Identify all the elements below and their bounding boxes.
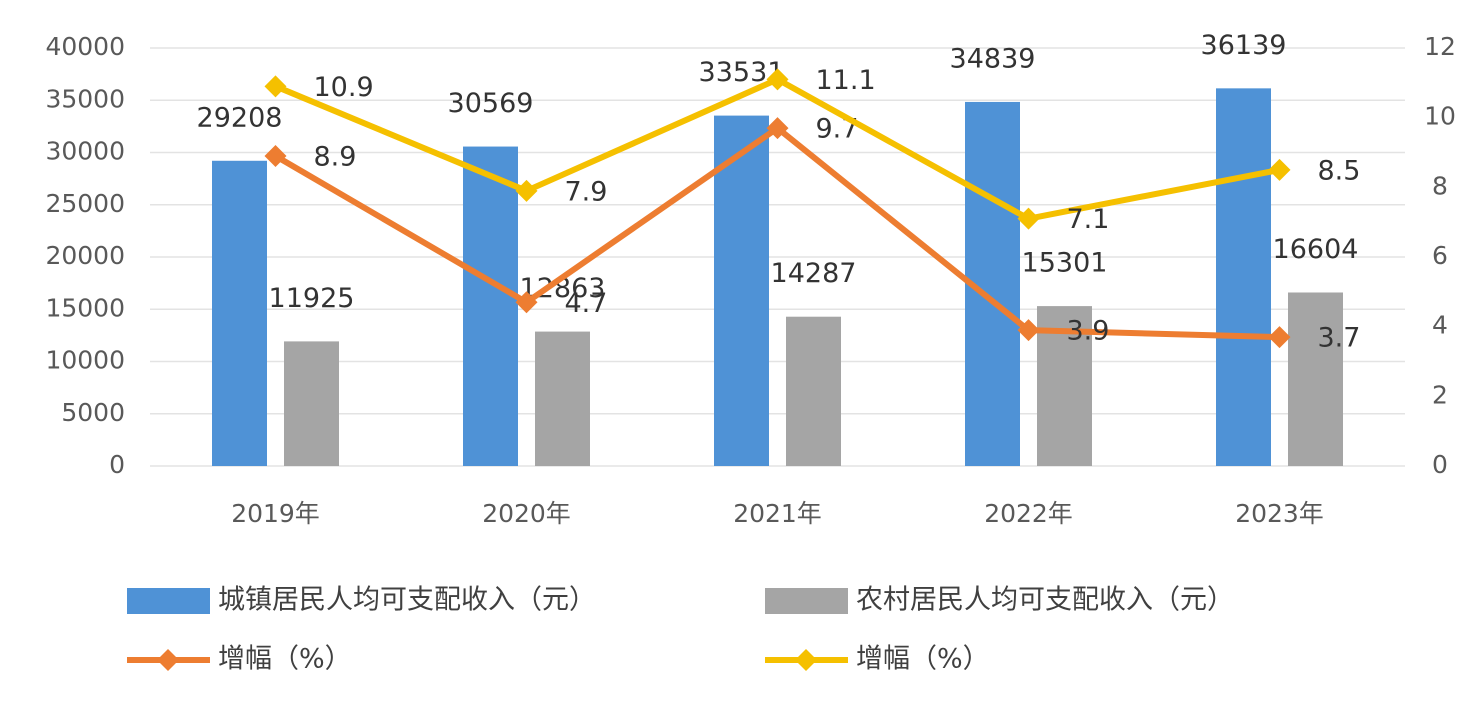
marker <box>766 117 789 140</box>
y2-tick-label: 10 <box>1424 102 1456 131</box>
x-tick-label: 2020年 <box>482 499 571 528</box>
y-tick-label: 30000 <box>45 137 125 166</box>
bar <box>714 115 769 467</box>
y-tick-label: 10000 <box>45 346 125 375</box>
data-label: 15301 <box>1022 248 1108 279</box>
legend-label: 农村居民人均可支配收入（元） <box>856 585 1234 616</box>
legend-marker <box>157 649 179 671</box>
data-label: 3.9 <box>1067 316 1110 347</box>
data-label: 30569 <box>448 88 534 119</box>
data-label: 11.1 <box>816 65 876 96</box>
legend-label: 增幅（%） <box>856 644 990 675</box>
y-tick-label: 25000 <box>45 189 125 218</box>
data-label: 16604 <box>1273 234 1359 265</box>
bar <box>284 341 339 466</box>
y-tick-label: 20000 <box>45 241 125 270</box>
y2-tick-label: 6 <box>1432 241 1448 270</box>
data-label: 3.7 <box>1318 323 1361 354</box>
legend-label: 城镇居民人均可支配收入（元） <box>218 585 596 616</box>
legend-marker <box>795 649 817 671</box>
y2-tick-label: 2 <box>1432 380 1448 409</box>
data-label: 8.5 <box>1318 155 1361 186</box>
marker <box>766 68 789 91</box>
y-tick-label: 40000 <box>45 32 125 61</box>
data-label: 4.7 <box>565 288 608 319</box>
bar <box>535 331 590 466</box>
marker <box>515 179 538 202</box>
data-label: 36139 <box>1201 30 1287 61</box>
y2-tick-label: 12 <box>1424 32 1456 61</box>
marker <box>264 75 287 98</box>
bar <box>1216 88 1271 467</box>
y2-tick-label: 0 <box>1432 450 1448 479</box>
y-tick-label: 35000 <box>45 84 125 113</box>
marker <box>264 144 287 167</box>
x-tick-label: 2023年 <box>1235 499 1324 528</box>
bar <box>1288 292 1343 466</box>
data-label: 29208 <box>197 102 283 133</box>
bar <box>463 146 518 466</box>
y-tick-label: 15000 <box>45 293 125 322</box>
line <box>273 125 1280 341</box>
y2-tick-label: 8 <box>1432 171 1448 200</box>
marker <box>1268 158 1291 181</box>
legend-swatch <box>765 588 848 614</box>
x-tick-label: 2022年 <box>984 499 1073 528</box>
y2-tick-label: 4 <box>1432 311 1448 340</box>
data-label: 8.9 <box>314 141 357 172</box>
marker <box>515 291 538 314</box>
data-label: 11925 <box>269 283 355 314</box>
marker <box>1017 319 1040 342</box>
x-tick-label: 2021年 <box>733 499 822 528</box>
data-label: 34839 <box>950 43 1036 74</box>
data-label: 10.9 <box>314 72 374 103</box>
bar <box>786 316 841 466</box>
marker <box>1268 326 1291 349</box>
marker <box>1017 207 1040 230</box>
x-tick-label: 2019年 <box>231 499 320 528</box>
y-tick-label: 0 <box>109 450 125 479</box>
y-tick-label: 5000 <box>61 398 125 427</box>
data-label: 7.9 <box>565 176 608 207</box>
bar <box>212 160 267 466</box>
data-label: 14287 <box>771 258 857 289</box>
legend-swatch <box>127 588 210 614</box>
legend-label: 增幅（%） <box>218 644 352 675</box>
data-label: 7.1 <box>1067 204 1110 235</box>
